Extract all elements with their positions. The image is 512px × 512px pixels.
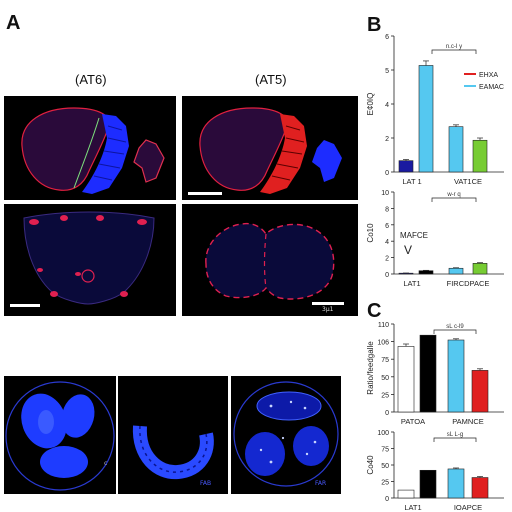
significance-label: sL L-g — [447, 432, 463, 438]
micrograph-dapi-3: FAR — [231, 376, 341, 494]
y-axis-label: Co40 — [366, 455, 375, 475]
y-tick-label: 75 — [381, 447, 389, 454]
y-tick-label: 2 — [385, 256, 389, 263]
y-tick-label: 75 — [381, 357, 389, 364]
y-axis-label: Co10 — [366, 223, 375, 243]
bar — [448, 126, 464, 173]
y-tick-label: 110 — [378, 322, 389, 329]
micrograph-top-left — [4, 96, 176, 200]
y-tick-label: 5 — [385, 68, 389, 75]
bar — [447, 468, 465, 499]
x-tick-label: LAT1 — [404, 503, 421, 512]
label-dapi-3: FAR — [315, 480, 327, 487]
y-tick-label: 4 — [385, 102, 389, 109]
x-tick-label: VAT1CE — [454, 177, 482, 186]
micrograph-top-right — [182, 96, 358, 200]
x-tick-label: FIRCDPACE — [447, 279, 490, 288]
significance-bracket — [433, 329, 477, 334]
x-tick-label: LAT1 — [403, 279, 420, 288]
corner-mark: c — [104, 460, 108, 467]
annotation-mark: V — [404, 243, 412, 257]
legend-label: EHXA — [479, 72, 498, 79]
scale-bar — [188, 192, 222, 195]
bar — [448, 267, 464, 275]
panel-letter-c: C — [367, 300, 382, 322]
bar — [397, 346, 415, 413]
y-axis-label: E¢0IQ — [366, 93, 375, 116]
y-axis-label: Ratio/feedgalle — [366, 341, 375, 395]
y-tick-label: 25 — [381, 392, 389, 399]
chart-b-bottom: 0 2 4 6 8 10 Co10 LAT1 FIRCDPACE w-r q MAFCE V — [366, 190, 504, 288]
bar — [471, 477, 489, 499]
micrograph-middle-right: 3μ1 — [182, 204, 358, 316]
x-tick-label: LAT 1 — [402, 177, 421, 186]
bar — [418, 65, 434, 173]
bar — [418, 270, 434, 275]
bar — [419, 469, 437, 499]
y-tick-label: 4 — [385, 239, 389, 246]
y-tick-label: 2 — [385, 136, 389, 143]
bar — [472, 263, 488, 275]
chart-c-top: 0 25 50 75 106 110 Ratio/feedgalle PATOA PAMNCE s… — [366, 322, 504, 426]
y-tick-label: 25 — [381, 480, 389, 487]
y-tick-label: 106 — [377, 340, 389, 347]
y-tick-label: 0 — [385, 496, 389, 503]
bar — [419, 334, 437, 413]
chart-b-top: 0 2 4 5 6 E¢0IQ LAT 1 VAT1CE n.c-I y EHXA EAMAC — [366, 34, 504, 186]
y-tick-label: 50 — [381, 463, 389, 470]
bar — [397, 489, 415, 499]
annotation-label: MAFCE — [400, 231, 428, 240]
y-tick-label: 50 — [381, 375, 389, 382]
bar — [471, 370, 489, 413]
y-tick-label: 8 — [385, 206, 389, 213]
panel-letter-b: B — [367, 14, 382, 36]
column-title-left: (AT6) — [75, 72, 107, 87]
label-dapi-2: FAB — [200, 480, 212, 487]
x-tick-label: IOAPCE — [454, 503, 482, 512]
y-tick-label: 0 — [385, 170, 389, 177]
y-tick-label: 10 — [381, 190, 389, 197]
y-tick-label: 100 — [377, 430, 389, 437]
y-tick-label: 6 — [385, 34, 389, 41]
significance-bracket — [433, 437, 477, 442]
scale-bar — [312, 302, 344, 305]
column-title-right: (AT5) — [255, 72, 287, 87]
chart-c-bottom: 0 25 50 75 100 Co40 LAT1 IOAPCE sL L-g — [366, 430, 504, 512]
scale-bar — [10, 304, 40, 307]
bar — [472, 139, 488, 173]
micrograph-dapi-2: FAB — [118, 376, 228, 494]
significance-bracket — [431, 197, 477, 202]
micrograph-dapi-1: c — [4, 376, 116, 494]
x-tick-label: PATOA — [401, 417, 425, 426]
significance-label: n.c-I y — [446, 44, 462, 50]
significance-label: w-r q — [446, 192, 460, 198]
y-tick-label: 0 — [385, 272, 389, 279]
panel-letter-a: A — [6, 12, 21, 34]
y-tick-label: 6 — [385, 223, 389, 230]
significance-label: sL c-l9 — [446, 324, 464, 330]
bar — [447, 339, 465, 413]
x-tick-label: PAMNCE — [452, 417, 484, 426]
micrograph-middle-left — [4, 204, 176, 316]
bar — [398, 160, 414, 173]
significance-bracket — [431, 49, 477, 54]
legend-label: EAMAC — [479, 84, 504, 91]
y-tick-label: 0 — [385, 410, 389, 417]
scale-bar-label: 3μ1 — [322, 306, 334, 313]
